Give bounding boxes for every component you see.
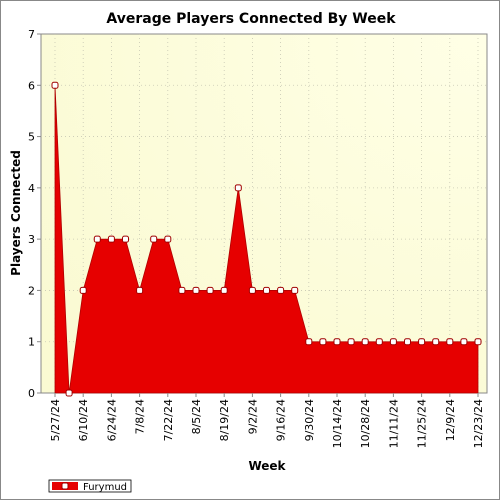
data-point <box>263 286 270 294</box>
y-axis-ticks: 0 1 2 3 4 5 6 7 <box>28 28 41 400</box>
y-tick-label: 6 <box>28 79 35 92</box>
data-point <box>65 389 73 397</box>
x-tick-label: 11/11/24 <box>387 399 400 448</box>
data-point <box>460 338 468 346</box>
data-point <box>93 235 101 243</box>
data-point <box>432 338 440 346</box>
y-tick-label: 7 <box>28 28 35 41</box>
data-point <box>122 235 129 243</box>
data-point <box>51 81 59 89</box>
data-point <box>164 235 172 243</box>
y-axis-title: Players Connected <box>9 150 23 276</box>
x-tick-label: 8/19/24 <box>218 399 231 441</box>
series-markers <box>51 81 482 397</box>
data-point <box>79 286 87 294</box>
data-point <box>107 235 115 243</box>
x-tick-label: 9/2/24 <box>246 399 259 434</box>
data-point <box>234 184 242 192</box>
x-tick-label: 11/25/24 <box>416 399 429 448</box>
data-point <box>418 338 426 346</box>
x-tick-label: 5/27/24 <box>49 399 62 441</box>
data-point <box>136 286 144 294</box>
legend-label: Furymud <box>83 482 127 493</box>
data-point <box>319 338 327 346</box>
data-point <box>220 286 228 294</box>
y-tick-label: 4 <box>28 182 35 195</box>
area-fill <box>54 85 479 394</box>
y-tick-label: 5 <box>28 131 35 144</box>
x-tick-label: 10/28/24 <box>359 399 372 448</box>
data-point <box>347 338 355 346</box>
data-point <box>178 286 186 294</box>
data-point <box>248 286 256 294</box>
data-point <box>404 338 411 346</box>
data-point <box>446 338 454 346</box>
data-point <box>277 286 285 294</box>
data-point <box>291 286 299 294</box>
data-point <box>361 338 369 346</box>
legend-marker <box>61 482 69 490</box>
x-tick-label: 9/16/24 <box>275 399 288 441</box>
x-tick-label: 12/9/24 <box>444 399 457 441</box>
data-point <box>474 338 482 346</box>
y-tick-label: 1 <box>28 336 35 349</box>
x-axis-ticks: 5/27/24 6/10/24 6/24/24 7/8/24 7/22/24 8/5/24… <box>49 393 485 448</box>
x-tick-label: 10/14/24 <box>331 399 344 448</box>
data-point <box>389 338 397 346</box>
data-point <box>305 338 313 346</box>
data-point <box>333 338 341 346</box>
x-tick-label: 7/8/24 <box>134 399 147 434</box>
data-point <box>150 235 158 243</box>
x-tick-label: 9/30/24 <box>303 399 316 441</box>
y-tick-label: 2 <box>28 284 35 297</box>
series-area <box>54 85 479 394</box>
x-tick-label: 6/10/24 <box>77 399 90 441</box>
data-point <box>192 286 200 294</box>
data-point <box>375 338 383 346</box>
chart-title: Average Players Connected By Week <box>106 11 396 27</box>
x-tick-label: 8/5/24 <box>190 399 203 434</box>
y-tick-label: 3 <box>28 233 35 246</box>
y-tick-label: 0 <box>28 387 35 400</box>
x-tick-label: 12/23/24 <box>472 399 485 448</box>
data-point <box>206 286 214 294</box>
x-axis-title: Week <box>248 459 286 473</box>
x-tick-label: 7/22/24 <box>162 399 175 441</box>
legend: Furymud <box>48 479 132 493</box>
x-tick-label: 6/24/24 <box>105 399 118 441</box>
